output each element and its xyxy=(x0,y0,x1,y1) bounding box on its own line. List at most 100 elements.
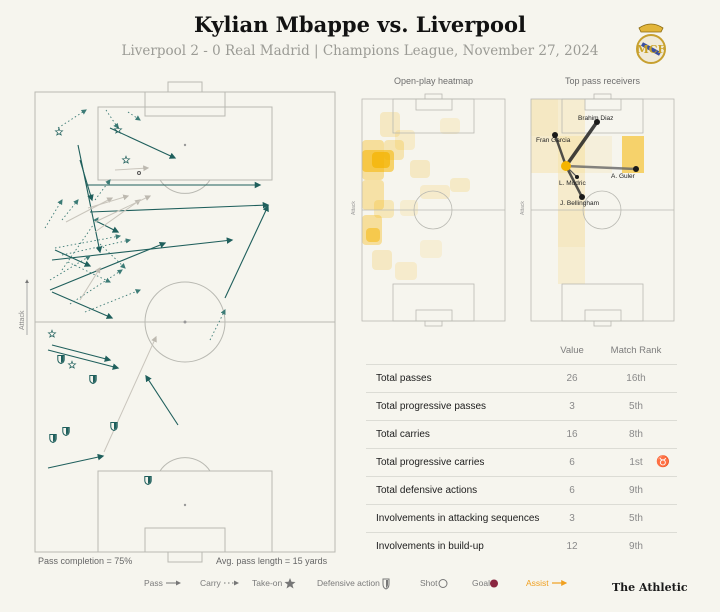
incomplete-pass-arrow xyxy=(103,335,157,453)
stats-rank: 8th xyxy=(629,429,643,440)
pass-arrow xyxy=(51,344,112,362)
stats-value: 12 xyxy=(566,541,578,552)
legend-defensive-label: Defensive action xyxy=(317,578,380,588)
page-subtitle: Liverpool 2 - 0 Real Madrid | Champions … xyxy=(121,43,599,59)
carry-arrow xyxy=(61,199,79,221)
legend-take-on-icon xyxy=(284,578,296,589)
receiver-node-garcia xyxy=(552,132,558,138)
mbappe-node xyxy=(561,161,571,171)
take-on-marker xyxy=(54,127,64,136)
stats-label: Total defensive actions xyxy=(376,485,478,496)
take-on-marker xyxy=(67,360,77,369)
stats-rank: 9th xyxy=(629,485,643,496)
pass-completion-note: Pass completion = 75% xyxy=(38,556,133,566)
carry-arrow xyxy=(61,217,99,271)
pass-arrow xyxy=(49,241,167,291)
real-madrid-crest-icon: MCF xyxy=(636,23,666,64)
heatmap-cell xyxy=(440,118,460,134)
carry-arrow xyxy=(44,199,63,229)
legend-pass-label: Pass xyxy=(144,578,163,588)
stats-rank: 5th xyxy=(629,401,643,412)
receiver-label-diaz: Brahim Diaz xyxy=(578,115,613,122)
receiver-label-garcia: Fran Garcia xyxy=(536,137,571,144)
stats-value: 3 xyxy=(569,513,575,524)
pass-arrow xyxy=(97,221,120,233)
stats-row: Total defensive actions 6 9th xyxy=(366,476,677,504)
pass-arrow xyxy=(47,453,105,469)
carry-arrow xyxy=(209,309,226,341)
legend-take-on-label: Take-on xyxy=(252,578,283,588)
stats-header: Value Match Rank xyxy=(366,342,677,364)
heatmap-cell xyxy=(372,250,392,270)
heatmap-attack-label: Attack xyxy=(351,201,357,215)
receivers-zones xyxy=(531,99,644,284)
attack-label: Attack xyxy=(19,310,26,330)
top-goal xyxy=(167,81,203,93)
heatmap-cell xyxy=(380,112,400,137)
stats-label: Total passes xyxy=(376,373,432,384)
top-penalty-arc xyxy=(159,179,211,194)
legend-shot-label: Shot xyxy=(420,578,438,588)
pass-arrow xyxy=(224,204,269,299)
top-rank-badge-icon: ♉ xyxy=(656,456,670,468)
legend-icons xyxy=(166,578,568,590)
incomplete-pass-arrow xyxy=(94,195,152,223)
carry-arrow xyxy=(54,234,122,249)
top-penalty-spot xyxy=(183,143,187,147)
avg-pass-length-note: Avg. pass length = 15 yards xyxy=(216,556,328,566)
shot-marker xyxy=(137,171,141,175)
incomplete-pass-arrow xyxy=(94,199,141,233)
bottom-penalty-spot xyxy=(183,503,187,507)
bottom-penalty-arc xyxy=(159,457,211,472)
carry-arrow xyxy=(127,111,141,121)
heatmap-cell xyxy=(420,185,450,199)
take-on-marker xyxy=(121,155,131,164)
stats-table: Value Match Rank Total passes 26 16th Tota… xyxy=(366,342,677,560)
heatmap-pitch xyxy=(361,93,506,327)
receiver-label-bellingham: J. Bellingham xyxy=(560,200,599,207)
heatmap-cell xyxy=(362,180,384,210)
brand-logo: The Athletic xyxy=(612,581,688,594)
stats-label: Total progressive passes xyxy=(376,401,487,412)
pass-arrow xyxy=(51,237,234,261)
pass-arrow xyxy=(89,201,270,213)
stats-value: 6 xyxy=(569,485,575,496)
receiver-label-modric: L. Modric xyxy=(559,180,586,187)
centre-spot xyxy=(183,320,187,324)
pass-layer xyxy=(44,109,270,469)
stats-label: Involvements in build-up xyxy=(376,541,484,552)
stats-row: Total progressive passes 3 5th xyxy=(366,392,677,420)
legend-shot-icon xyxy=(438,579,448,588)
pass-arrow xyxy=(109,127,177,159)
receivers-attack-label: Attack xyxy=(520,201,526,215)
heatmap-cell xyxy=(374,200,394,218)
heatmap-cell xyxy=(366,228,380,242)
heatmap-cell xyxy=(395,130,415,150)
heatmap-cell xyxy=(450,178,470,192)
pass-arrow xyxy=(79,159,94,202)
bottom-goal xyxy=(167,551,203,563)
top-six-yard-box xyxy=(144,91,226,117)
take-on-marker xyxy=(113,125,123,134)
legend-assist-label: Assist xyxy=(526,578,549,588)
pass-arrow xyxy=(54,249,92,267)
stats-row: Involvements in build-up 12 9th xyxy=(366,532,677,560)
carry-arrow xyxy=(105,109,119,129)
carry-arrow xyxy=(94,179,111,201)
stats-row: Total carries 16 8th xyxy=(366,420,677,448)
stats-label: Total progressive carries xyxy=(376,457,485,468)
receiver-links xyxy=(553,120,637,198)
incomplete-pass-arrow xyxy=(87,194,130,209)
heatmap-cell xyxy=(372,152,390,168)
heatmap-title: Open-play heatmap xyxy=(393,76,474,86)
stats-value: 26 xyxy=(566,373,578,384)
stats-rank: 9th xyxy=(629,541,643,552)
stats-row: Involvements in attacking sequences 3 5th xyxy=(366,504,677,532)
stats-col-value: Value xyxy=(560,345,584,356)
heatmap-cell xyxy=(410,160,430,178)
stats-rank: 16th xyxy=(626,373,646,384)
legend-goal-icon xyxy=(490,579,498,588)
svg-text:MCF: MCF xyxy=(637,43,666,56)
incomplete-pass-arrow xyxy=(65,197,114,223)
receiver-node-modric xyxy=(575,175,579,179)
